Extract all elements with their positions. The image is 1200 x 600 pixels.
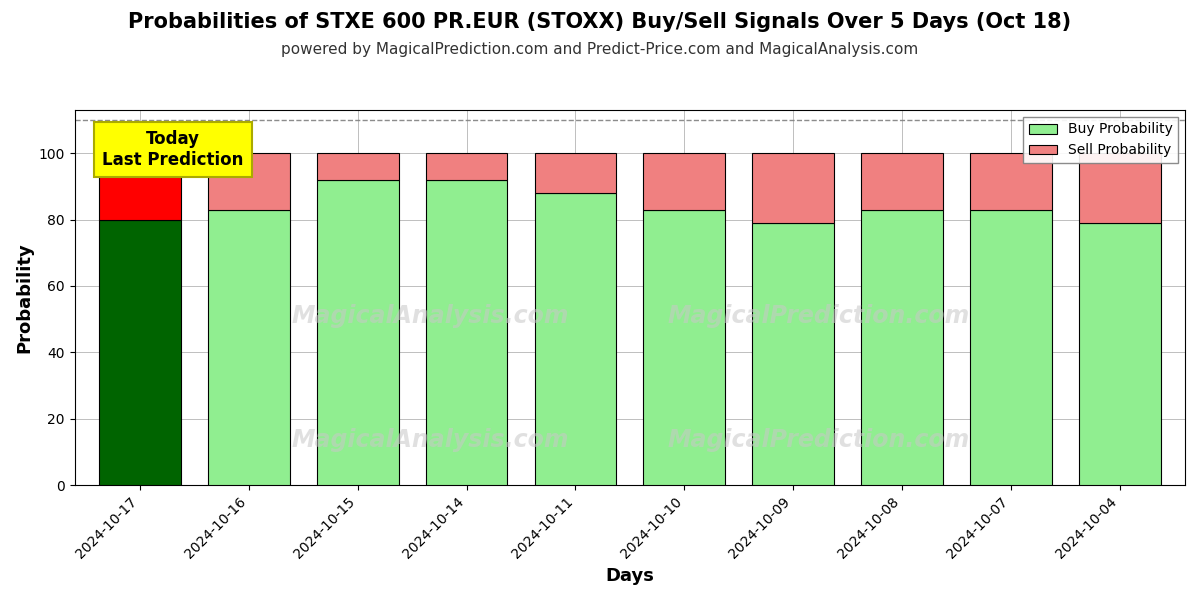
Bar <box>317 180 398 485</box>
Legend: Buy Probability, Sell Probability: Buy Probability, Sell Probability <box>1024 117 1178 163</box>
Bar <box>1079 153 1160 223</box>
Bar <box>862 209 943 485</box>
Text: MagicalPrediction.com: MagicalPrediction.com <box>667 428 970 452</box>
Text: MagicalAnalysis.com: MagicalAnalysis.com <box>292 304 569 328</box>
Bar <box>970 209 1051 485</box>
Bar <box>643 153 725 209</box>
Bar <box>100 220 181 485</box>
Bar <box>426 153 508 180</box>
X-axis label: Days: Days <box>605 567 654 585</box>
Bar <box>317 153 398 180</box>
Text: MagicalAnalysis.com: MagicalAnalysis.com <box>292 428 569 452</box>
Bar <box>752 223 834 485</box>
Text: Probabilities of STXE 600 PR.EUR (STOXX) Buy/Sell Signals Over 5 Days (Oct 18): Probabilities of STXE 600 PR.EUR (STOXX)… <box>128 12 1072 32</box>
Y-axis label: Probability: Probability <box>16 242 34 353</box>
Text: powered by MagicalPrediction.com and Predict-Price.com and MagicalAnalysis.com: powered by MagicalPrediction.com and Pre… <box>281 42 919 57</box>
Bar <box>643 209 725 485</box>
Bar <box>752 153 834 223</box>
Bar <box>208 209 289 485</box>
Bar <box>534 153 617 193</box>
Bar <box>970 153 1051 209</box>
Bar <box>1079 223 1160 485</box>
Text: MagicalPrediction.com: MagicalPrediction.com <box>667 304 970 328</box>
Text: Today
Last Prediction: Today Last Prediction <box>102 130 244 169</box>
Bar <box>100 153 181 220</box>
Bar <box>208 153 289 209</box>
Bar <box>534 193 617 485</box>
Bar <box>862 153 943 209</box>
Bar <box>426 180 508 485</box>
